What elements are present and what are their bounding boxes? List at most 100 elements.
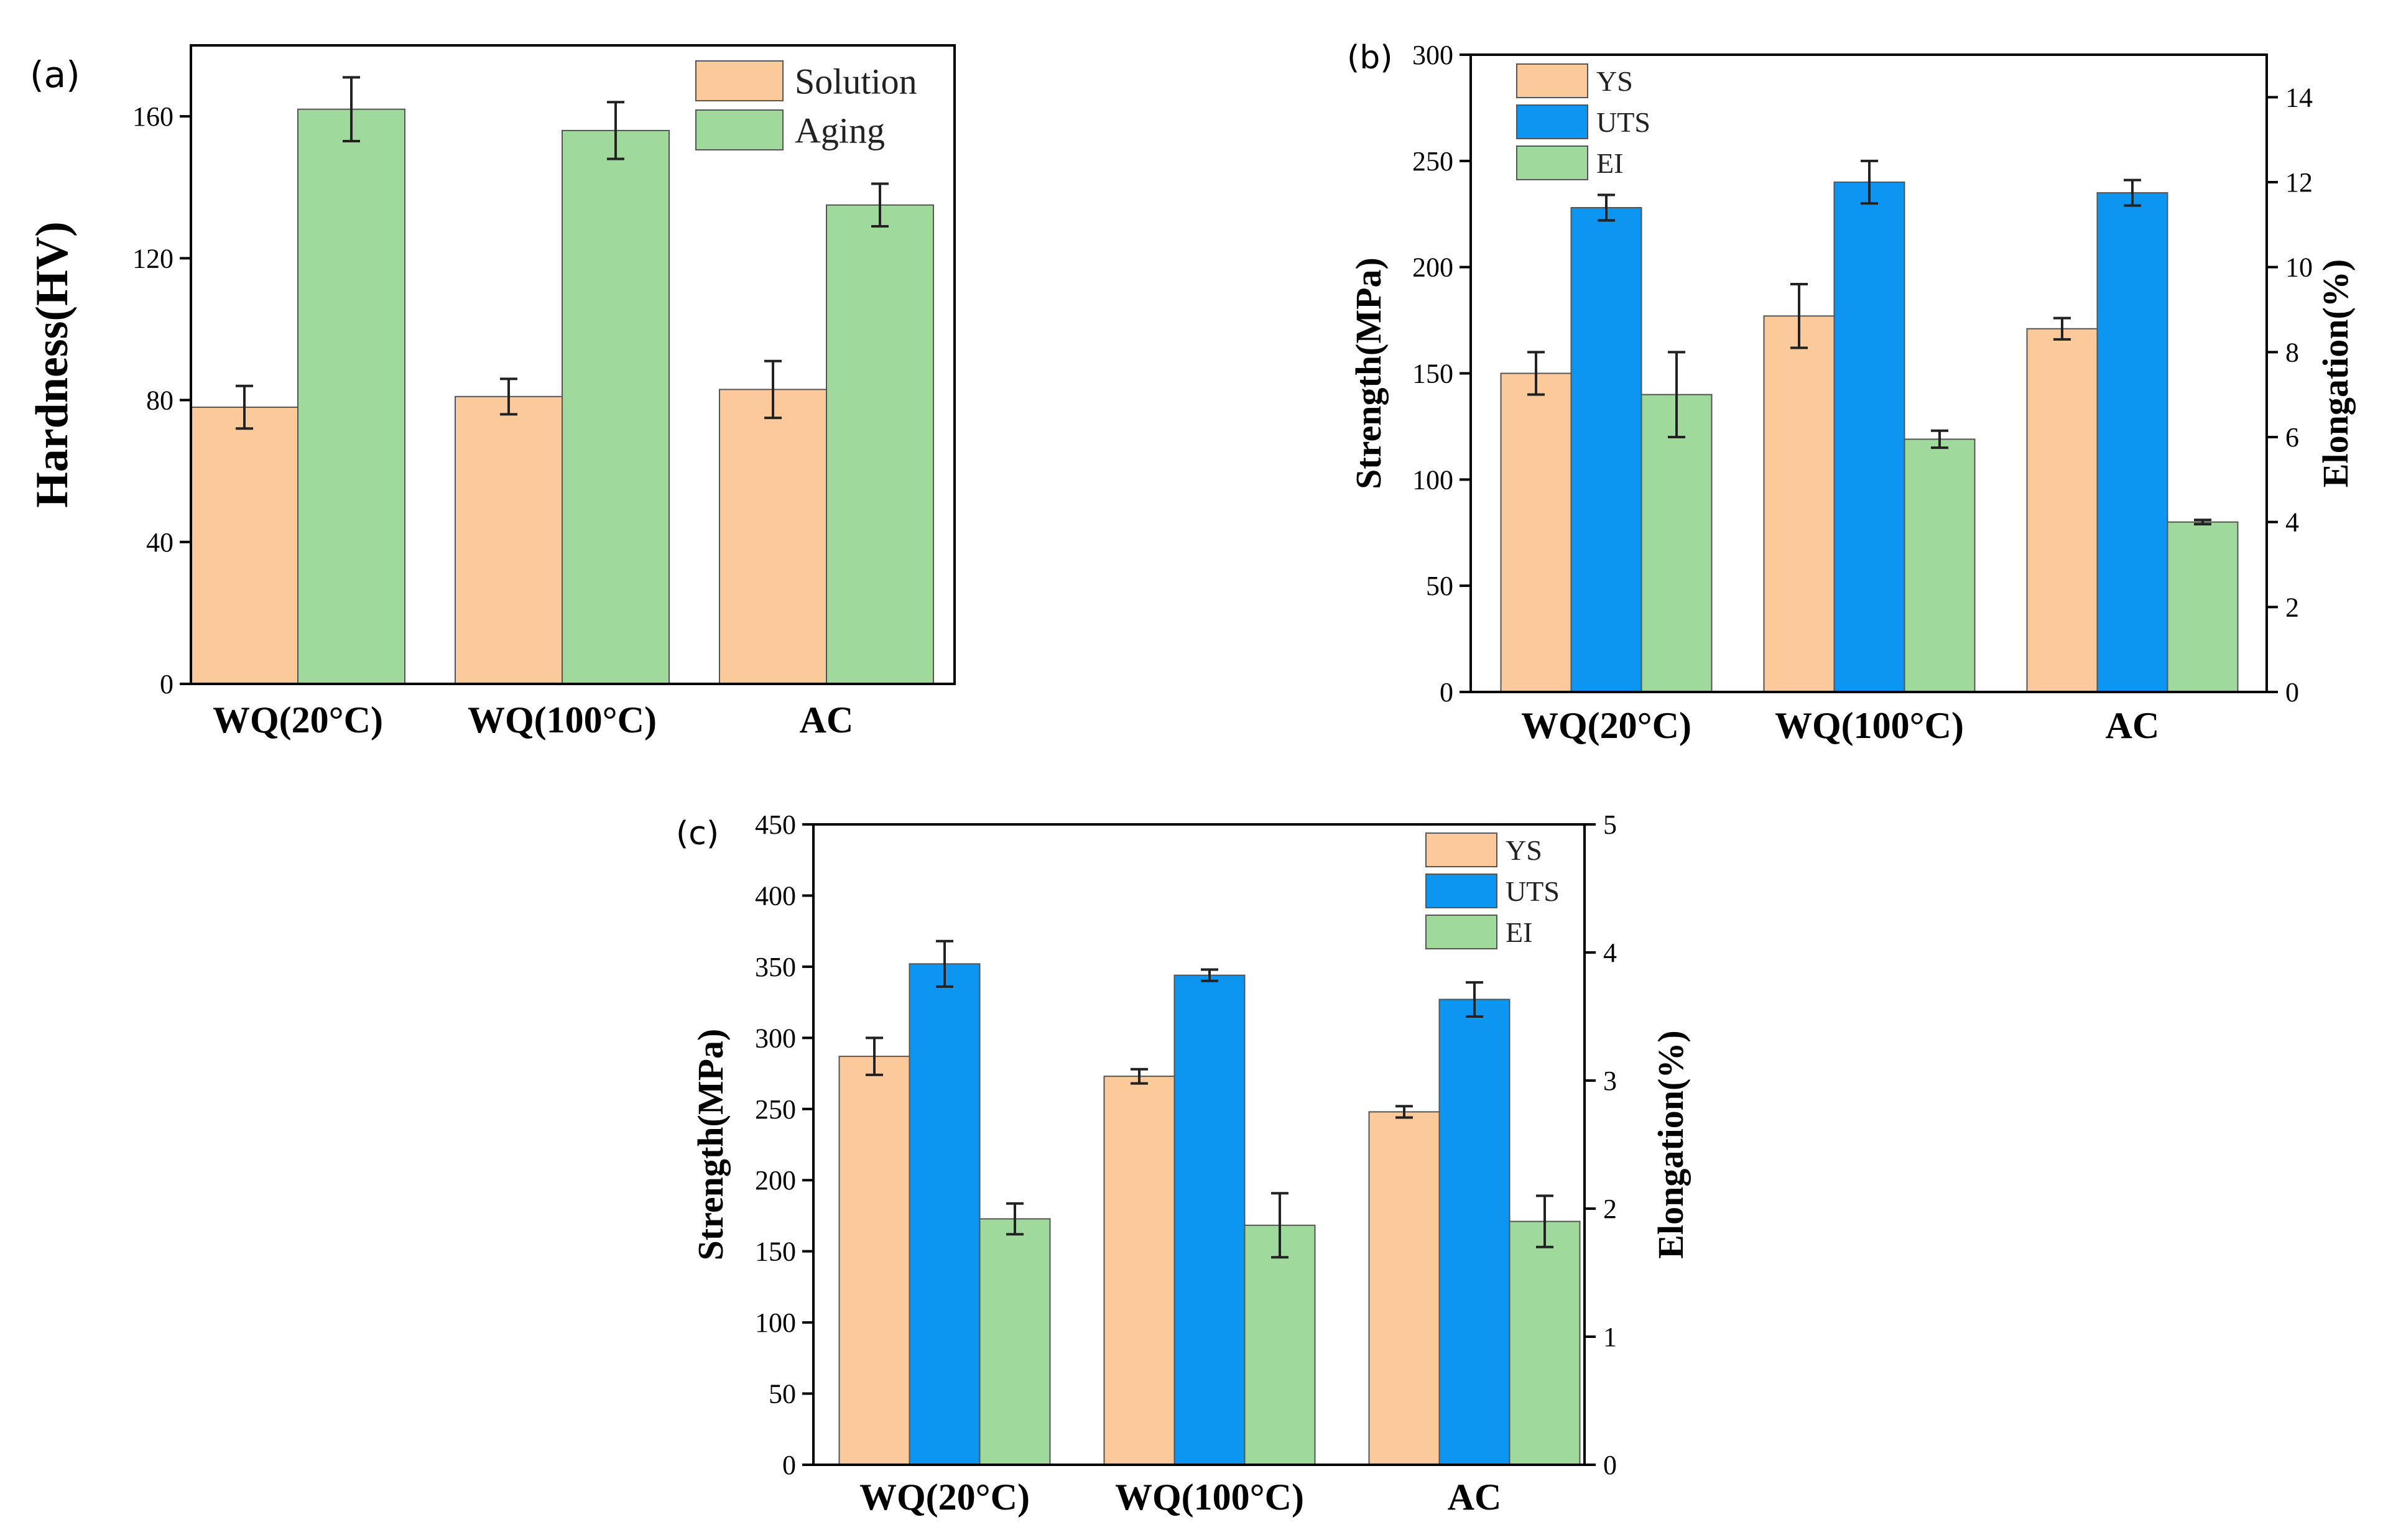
legend-swatch-ys xyxy=(1425,832,1497,867)
panel-a-hardness-chart: (a) 0 40 80 120 160 WQ(20°C) WQ(100°C) AC Hardnes… xyxy=(27,44,956,740)
bar-ys-wq-100-c xyxy=(1103,1076,1175,1465)
bar-uts-ac xyxy=(1438,998,1511,1465)
y-right-tick-label: 0 xyxy=(1603,1450,1617,1480)
legend-label-ei: EI xyxy=(1596,147,1623,179)
y-right-tick-label: 4 xyxy=(1603,938,1617,968)
error-bar-ei-ac xyxy=(1536,1194,1553,1248)
x-category-label: AC xyxy=(1448,1477,1502,1518)
y-right-tick-label: 14 xyxy=(2285,82,2313,113)
error-bar-uts-ac xyxy=(1466,981,1483,1018)
error-bar-uts-ac xyxy=(2124,178,2141,207)
y-right-tick-label: 12 xyxy=(2285,167,2313,198)
bar-ei-wq-100-c xyxy=(1244,1224,1316,1466)
error-bar-uts-wq-20-c xyxy=(936,939,953,988)
y-tick-label: 0 xyxy=(782,1450,796,1480)
x-category-label: AC xyxy=(800,699,854,740)
bar-aging-wq-20-c xyxy=(297,108,405,685)
legend-label-ys: YS xyxy=(1506,834,1542,866)
y-right-tick-label: 10 xyxy=(2285,252,2313,283)
y-tick-label: 200 xyxy=(755,1165,796,1196)
y-right-tick-label: 0 xyxy=(2285,677,2299,708)
x-category-label: AC xyxy=(2106,705,2160,746)
bar-ys-ac xyxy=(1368,1111,1440,1466)
y-right-tick-label: 6 xyxy=(2285,422,2299,453)
x-category-label: WQ(100°C) xyxy=(468,699,657,740)
plot-frame xyxy=(190,44,956,685)
legend-label-ys: YS xyxy=(1596,65,1633,97)
y-axis-title: Strength(MPa) xyxy=(690,1029,731,1261)
y-tick-label: 160 xyxy=(132,101,174,132)
y-tick-label: 80 xyxy=(146,385,174,416)
x-category-label: WQ(20°C) xyxy=(859,1477,1030,1518)
bar-ys-wq-20-c xyxy=(1500,372,1572,693)
y-tick-label: 120 xyxy=(132,243,174,274)
bar-aging-ac xyxy=(826,204,934,685)
legend: YS UTS EI xyxy=(1425,832,1560,949)
legend-swatch-uts xyxy=(1425,874,1497,908)
error-bar-ei-wq-100-c xyxy=(1271,1192,1289,1259)
y-tick-label: 250 xyxy=(755,1094,796,1125)
y-tick-label: 450 xyxy=(755,809,796,840)
panel-c-strength-chart: (c) 0 50 100 150 200 250 300 350 400 450 0 1 2 3 4 5 WQ(2… xyxy=(676,809,1691,1518)
y-right-tick-label: 1 xyxy=(1603,1322,1617,1352)
error-bar-aging-ac xyxy=(871,182,889,228)
legend-label-aging: Aging xyxy=(795,110,885,150)
bar-uts-wq-20-c xyxy=(1570,207,1642,693)
legend-label-uts: UTS xyxy=(1506,875,1560,907)
y-tick-label: 100 xyxy=(1412,464,1453,495)
x-category-label: WQ(20°C) xyxy=(213,699,383,740)
y-right-tick-label: 5 xyxy=(1603,809,1617,840)
bar-ei-wq-20-c xyxy=(979,1218,1051,1465)
y-tick-label: 50 xyxy=(769,1379,796,1409)
bar-ei-wq-20-c xyxy=(1640,394,1713,693)
y-axis-title: Hardness(HV) xyxy=(27,221,78,507)
error-bar-uts-wq-20-c xyxy=(1598,193,1615,222)
bar-solution-ac xyxy=(719,389,827,685)
y-tick-label: 0 xyxy=(1440,677,1453,708)
y-right-axis-title: Elongation(%) xyxy=(1650,1030,1691,1258)
y-right-tick-label: 8 xyxy=(2285,337,2299,367)
y-tick-label: 40 xyxy=(146,527,174,558)
panel-label: (b) xyxy=(1347,39,1393,76)
error-bar-uts-wq-100-c xyxy=(1201,968,1218,982)
y-tick-label: 400 xyxy=(755,880,796,911)
error-bar-ei-wq-20-c xyxy=(1006,1202,1024,1236)
error-bar-solution-wq-20-c xyxy=(236,384,253,430)
bar-solution-wq-100-c xyxy=(455,395,563,685)
error-bar-ys-ac xyxy=(1395,1105,1413,1119)
y-tick-label: 0 xyxy=(160,669,174,699)
bar-ys-wq-100-c xyxy=(1763,315,1835,693)
bar-ys-wq-20-c xyxy=(838,1056,910,1465)
bar-uts-wq-100-c xyxy=(1173,974,1246,1465)
x-category-label: WQ(100°C) xyxy=(1115,1477,1304,1518)
y-tick-label: 150 xyxy=(755,1237,796,1267)
y-tick-label: 50 xyxy=(1426,571,1453,601)
error-bar-ei-ac xyxy=(2194,519,2211,526)
legend-swatch-solution xyxy=(695,60,784,101)
error-bar-ei-wq-100-c xyxy=(1931,429,1948,450)
panel-label: (a) xyxy=(30,53,80,96)
bar-ys-ac xyxy=(2026,328,2098,693)
legend-swatch-ei xyxy=(1516,145,1588,180)
error-bar-aging-wq-100-c xyxy=(607,101,624,160)
y-tick-label: 250 xyxy=(1412,146,1453,177)
legend-swatch-uts xyxy=(1516,104,1588,139)
panel-b-strength-chart: (b) 0 50 100 150 200 250 300 0 2 4 6 8 10 12 14 WQ(20°C)… xyxy=(1347,39,2356,746)
error-bar-ys-ac xyxy=(2053,316,2071,341)
x-category-label: WQ(20°C) xyxy=(1521,705,1691,746)
error-bar-ys-wq-20-c xyxy=(1527,351,1545,396)
error-bar-solution-wq-100-c xyxy=(500,377,517,416)
legend-label-solution: Solution xyxy=(795,61,917,101)
y-tick-label: 300 xyxy=(755,1023,796,1053)
y-right-axis-title: Elongation(%) xyxy=(2315,259,2356,487)
error-bar-ys-wq-20-c xyxy=(866,1036,883,1076)
legend-swatch-aging xyxy=(695,109,784,150)
bar-aging-wq-100-c xyxy=(562,129,670,685)
legend-swatch-ei xyxy=(1425,915,1497,949)
y-tick-label: 150 xyxy=(1412,359,1453,389)
bar-uts-wq-20-c xyxy=(909,963,981,1466)
error-bar-ei-wq-20-c xyxy=(1668,351,1685,438)
error-bar-ys-wq-100-c xyxy=(1790,283,1808,349)
y-right-tick-label: 4 xyxy=(2285,507,2299,538)
